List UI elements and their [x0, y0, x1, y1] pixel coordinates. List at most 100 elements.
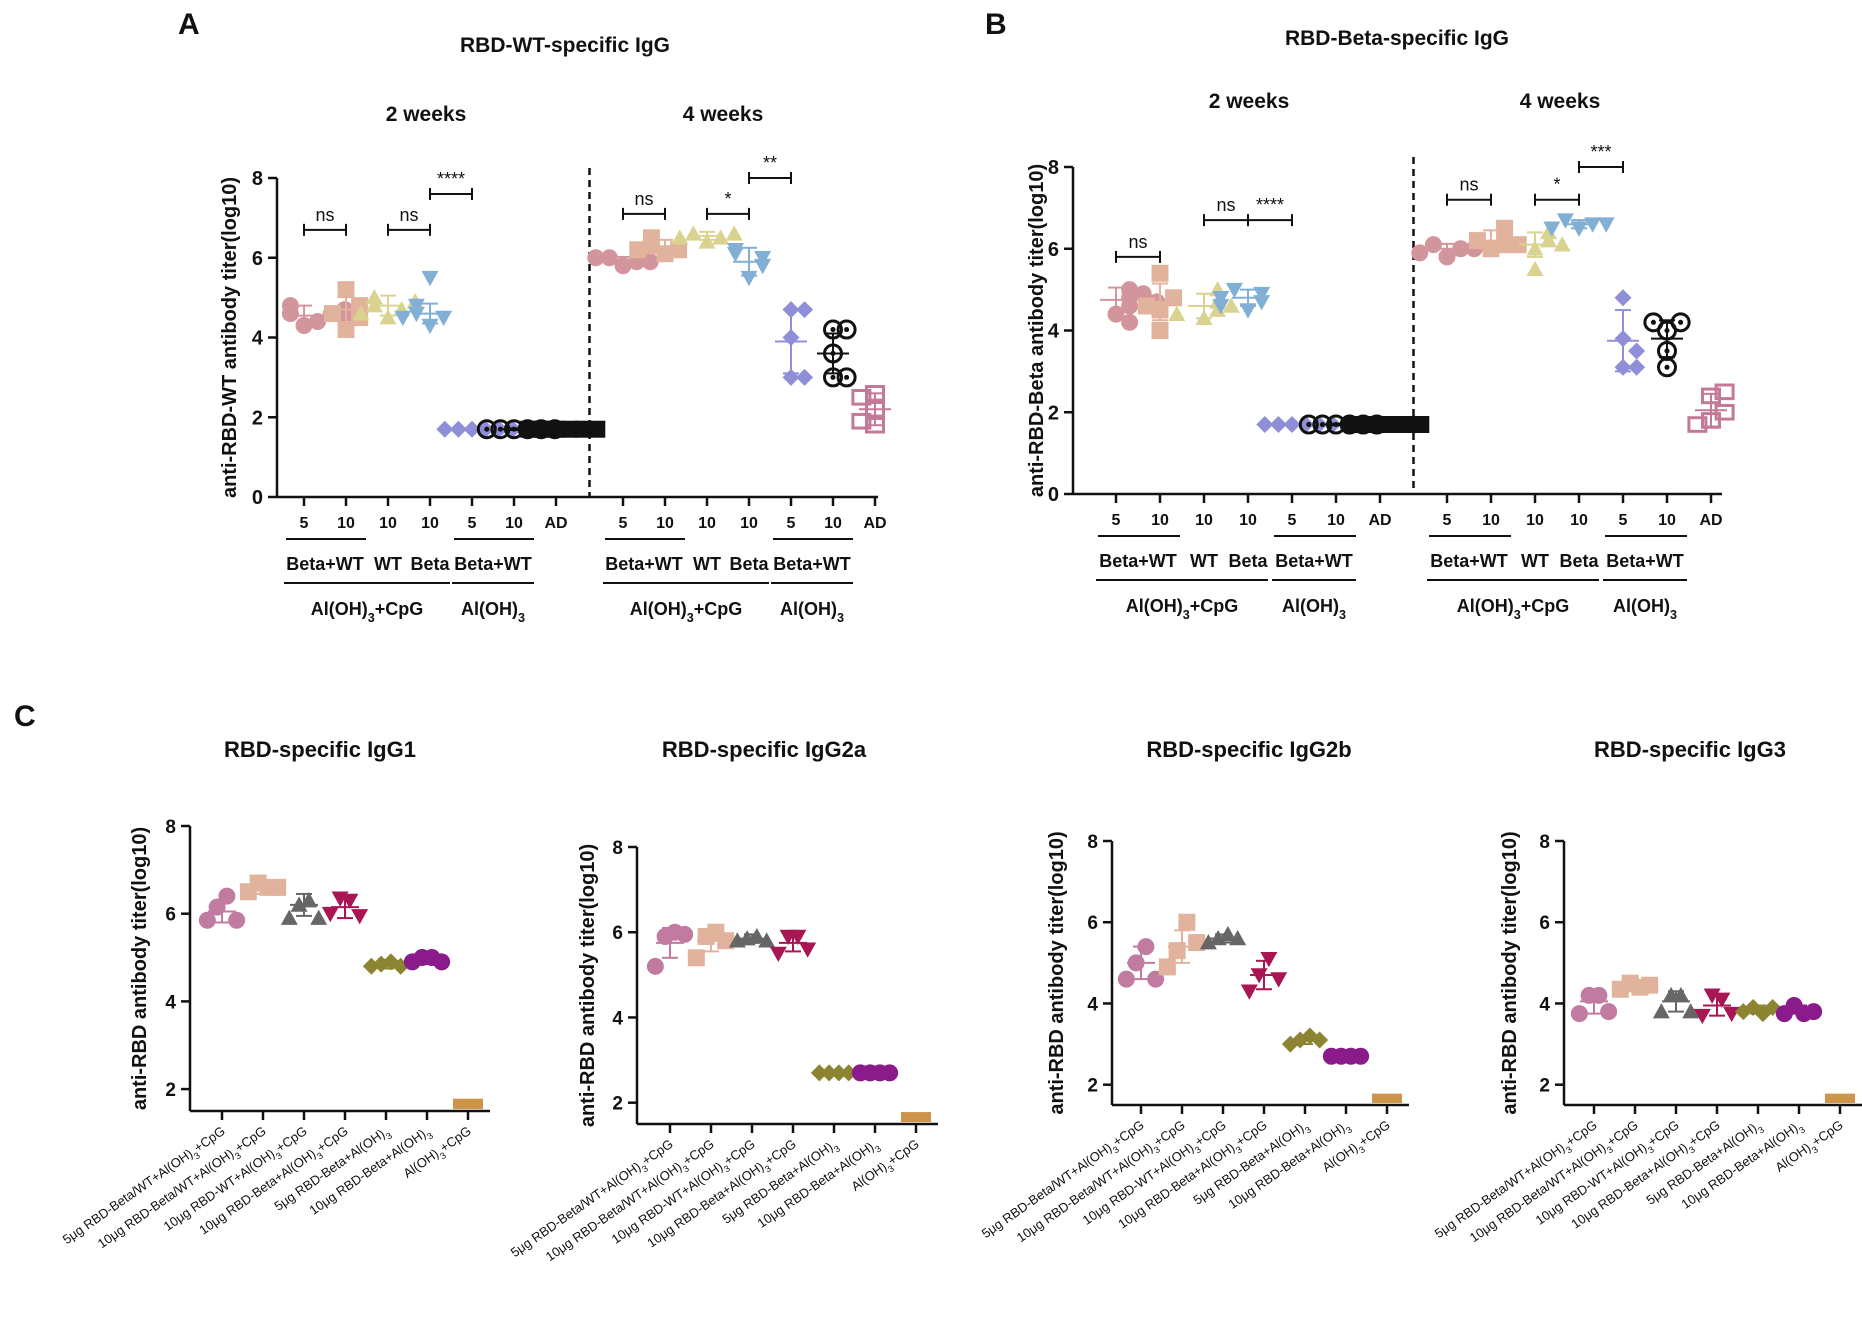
significance-bracket: ****	[1247, 195, 1293, 227]
significance-label: ns	[1216, 195, 1235, 215]
data-point-ring-center	[844, 326, 850, 333]
data-point	[1311, 1031, 1329, 1049]
data-group	[1411, 236, 1483, 266]
data-point	[1239, 303, 1257, 319]
chart-a-rbd-wt-igg: RBD-WT-specific IgG 2 weeks 4 weeks 0 2 4 6 8 an…	[219, 34, 891, 625]
adjuvant-label: Al(OH)3+CpG	[1126, 596, 1239, 622]
y-tick-label: 6	[165, 905, 176, 926]
chart-title: RBD-specific IgG1	[224, 737, 416, 762]
y-tick-label: 6	[1539, 913, 1550, 934]
data-group	[1570, 986, 1618, 1023]
x-tick-label: 10	[698, 515, 716, 532]
data-point	[281, 297, 299, 315]
data-group	[323, 281, 369, 339]
data-point	[310, 909, 328, 925]
group-label: Beta+WT	[454, 554, 532, 574]
data-group	[1775, 996, 1823, 1023]
data-point	[407, 298, 425, 315]
data-point	[1682, 1003, 1700, 1019]
data-point	[1260, 951, 1278, 968]
data-point-ring-center	[830, 326, 836, 333]
data-point	[810, 1064, 828, 1082]
significance-bracket: **	[748, 153, 792, 184]
y-tick-label: 6	[1048, 239, 1059, 261]
data-point	[1212, 299, 1230, 315]
adjuvant-label: Al(OH)3	[461, 599, 525, 625]
data-point	[1168, 305, 1186, 321]
data-point	[1670, 312, 1691, 333]
panel-label-c: C	[14, 700, 36, 733]
data-point	[1165, 289, 1183, 307]
data-point	[796, 368, 814, 386]
significance-label: ****	[437, 169, 465, 189]
y-axis-label: anti-RBD-WT antibody titer(log10)	[219, 177, 241, 498]
data-group	[403, 949, 451, 971]
adjuvant-label: Al(OH)3	[780, 599, 844, 625]
data-point	[836, 367, 857, 388]
group-label: WT	[1521, 551, 1549, 571]
data-group	[728, 927, 776, 948]
data-point	[754, 250, 772, 267]
data-point	[1240, 984, 1258, 1000]
data-point	[1398, 416, 1416, 434]
y-tick-label: 2	[1048, 402, 1059, 424]
adjuvant-label: Al(OH)3+CpG	[630, 599, 743, 625]
group-label: Beta+WT	[605, 554, 683, 574]
x-tick-label: 5	[300, 515, 309, 532]
data-point	[684, 225, 702, 241]
significance-label: *	[1553, 175, 1560, 195]
y-tick-label: 0	[1048, 484, 1059, 506]
data-point	[1496, 219, 1514, 237]
data-point	[1117, 970, 1135, 988]
data-point	[712, 229, 730, 245]
data-point	[799, 942, 817, 958]
group-label: Beta	[729, 554, 769, 574]
period-label: 4 weeks	[1520, 90, 1601, 113]
data-point	[769, 946, 787, 963]
data-point	[198, 911, 216, 929]
x-tick-label: 10	[1526, 512, 1544, 529]
data-point	[1137, 297, 1155, 315]
data-point	[1151, 264, 1169, 282]
data-point	[1628, 358, 1646, 376]
data-group	[1734, 999, 1782, 1023]
data-point	[1641, 976, 1659, 994]
data-point-ring-outer	[1298, 414, 1319, 435]
data-point	[337, 281, 355, 299]
data-group	[851, 1064, 899, 1082]
x-tick-label: 10	[337, 515, 355, 532]
data-group	[851, 385, 891, 434]
data-point	[587, 249, 605, 267]
significance-label: ****	[1256, 195, 1284, 215]
y-tick-label: 4	[1087, 994, 1098, 1015]
significance-label: ns	[1128, 232, 1147, 252]
group-label: WT	[1190, 551, 1218, 571]
x-tick-label: 10	[1239, 512, 1257, 529]
data-group	[1543, 213, 1615, 237]
data-group	[671, 225, 743, 249]
group-label: Beta+WT	[1606, 551, 1684, 571]
data-point	[676, 925, 694, 943]
x-tick-label: 10	[421, 515, 439, 532]
data-point-ring-center	[484, 426, 490, 432]
x-tick-label: 5	[1443, 512, 1452, 529]
y-tick-label: 6	[612, 923, 623, 944]
x-tick-label: 5	[468, 515, 477, 532]
significance-bracket: ns	[622, 189, 666, 220]
data-point	[726, 242, 744, 259]
data-group	[1372, 1093, 1402, 1103]
data-point-ring-outer	[476, 419, 497, 440]
data-group	[629, 229, 688, 263]
adjuvant-label: Al(OH)3+CpG	[311, 599, 424, 625]
data-point	[269, 878, 287, 896]
group-label: Beta	[1559, 551, 1599, 571]
chart-c-igg2a: RBD-specific IgG2a 2 4 6 8 anti-RBD antibody …	[508, 737, 938, 1264]
significance-label: ns	[399, 205, 418, 225]
data-point	[1714, 403, 1735, 421]
data-point	[323, 305, 341, 323]
y-axis-label: anti-RBD antibody titer(log10)	[1499, 831, 1521, 1114]
data-point	[1212, 291, 1230, 307]
data-point	[1509, 236, 1527, 254]
data-point	[1600, 1003, 1618, 1021]
data-point	[351, 909, 369, 925]
